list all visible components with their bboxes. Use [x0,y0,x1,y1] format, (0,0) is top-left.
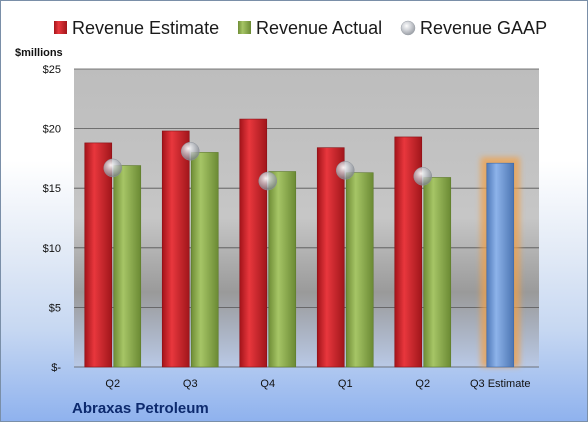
legend-swatch-revenue-actual [238,21,251,34]
x-tick-label: Q3 Estimate [470,378,531,390]
marker-revenue-gaap [336,161,355,180]
y-tick-label: $25 [43,64,61,76]
marker-revenue-gaap [181,141,200,161]
bar-revenue-actual [423,177,452,368]
x-tick-label: Q2 [415,378,430,390]
bar-revenue-estimate [316,147,345,368]
legend-label-revenue-gaap: Revenue GAAP [420,18,547,38]
plot-area [74,69,539,367]
bar-series [84,118,520,368]
x-tick-label: Q4 [260,378,275,390]
gridlines [74,68,539,368]
bar-revenue-actual [113,165,142,368]
marker-revenue-gaap [413,167,432,186]
y-tick-label: $5 [49,302,61,314]
company-name: Abraxas Petroleum [72,400,209,417]
y-tick-label: $15 [43,183,61,195]
legend-swatch-revenue-gaap [400,20,416,36]
y-tick-label: $10 [43,243,61,255]
legend: Revenue Estimate Revenue Actual Revenue … [54,18,547,38]
legend-label-revenue-actual: Revenue Actual [256,18,382,38]
bar-q3-estimate [486,162,515,368]
y-tick-labels: $25 $20 $15 $10 $5 $- [43,64,62,374]
x-tick-label: Q1 [338,378,353,390]
bar-revenue-actual [190,152,219,368]
x-tick-label: Q2 [105,378,120,390]
y-axis-unit: $millions [15,47,63,59]
marker-revenue-gaap [103,158,122,178]
bar-revenue-estimate [239,118,268,368]
bar-revenue-actual [268,171,297,368]
gaap-markers [103,141,432,191]
x-tick-label: Q3 [183,378,198,390]
bar-revenue-estimate [161,130,190,368]
x-tick-labels: Q2 Q3 Q4 Q1 Q2 Q3 Estimate [105,378,530,390]
bar-revenue-actual [345,172,374,368]
legend-swatch-revenue-estimate [54,21,67,34]
y-tick-label: $- [51,362,61,374]
legend-label-revenue-estimate: Revenue Estimate [72,18,219,38]
y-tick-label: $20 [43,124,61,136]
marker-revenue-gaap [258,171,277,191]
bar-revenue-estimate [84,142,113,368]
